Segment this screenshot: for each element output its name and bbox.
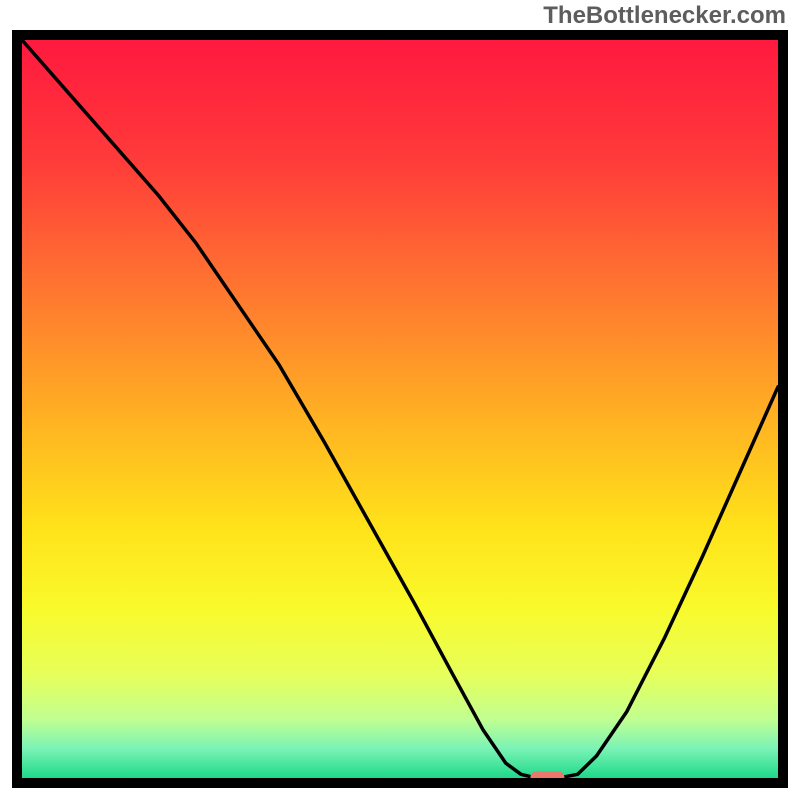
plot-border [12, 30, 788, 788]
watermark-text: TheBottlenecker.com [543, 2, 786, 30]
chart-frame: TheBottlenecker.com [0, 0, 800, 800]
